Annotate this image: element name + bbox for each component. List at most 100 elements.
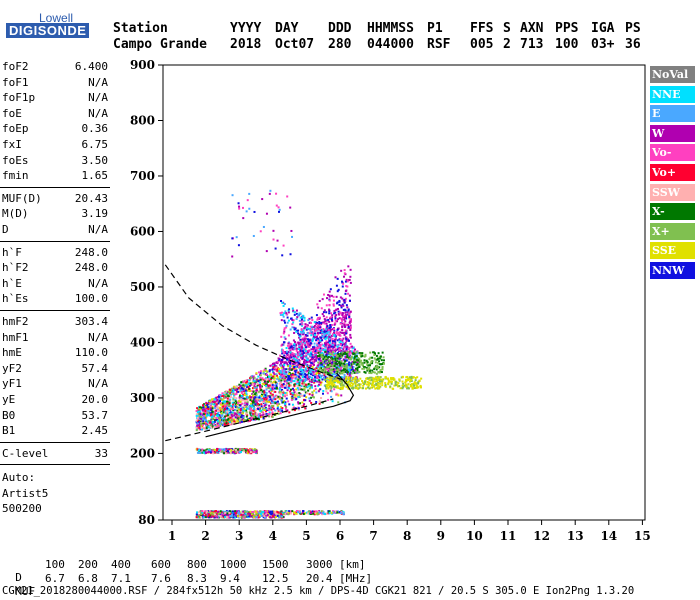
echo-point	[368, 376, 371, 379]
echo-point	[355, 371, 358, 374]
echo-point	[258, 408, 261, 411]
echo-point	[329, 330, 332, 333]
echo-point	[271, 416, 274, 419]
echo-point	[293, 344, 296, 347]
echo-point	[322, 293, 325, 296]
param-row: h`E N/A	[2, 277, 108, 291]
echo-point	[211, 398, 214, 401]
echo-point	[276, 407, 279, 410]
echo-point	[219, 448, 222, 451]
echo-point	[326, 365, 329, 368]
echo-point	[302, 355, 305, 358]
echo-point	[325, 319, 328, 322]
echo-point	[260, 403, 263, 406]
echo-point	[300, 385, 303, 388]
echo-point	[328, 334, 331, 337]
echo-point	[200, 415, 203, 418]
echo-point	[309, 325, 312, 328]
echo-point	[343, 272, 346, 275]
echo-point	[271, 368, 274, 371]
echo-point	[301, 323, 304, 326]
echo-point	[346, 373, 349, 376]
echo-point	[369, 382, 372, 385]
echo-point	[324, 346, 327, 349]
echo-point	[368, 381, 371, 384]
echo-point	[228, 395, 231, 398]
echo-point	[330, 350, 333, 353]
echo-point	[331, 320, 334, 323]
echo-point	[350, 372, 353, 375]
echo-point	[387, 381, 390, 384]
echo-point	[347, 348, 350, 351]
echo-point	[286, 353, 289, 356]
echo-point	[257, 516, 260, 519]
echo-point	[337, 387, 340, 390]
echo-point	[349, 268, 352, 271]
echo-point	[229, 408, 232, 411]
echo-point	[282, 366, 285, 369]
echo-point	[282, 391, 285, 394]
echo-point	[345, 285, 348, 288]
echo-point	[272, 398, 275, 401]
echo-point	[257, 418, 260, 421]
echo-point	[404, 378, 407, 381]
echo-point	[295, 309, 298, 312]
echo-point	[214, 402, 217, 405]
echo-point	[331, 351, 334, 354]
echo-point	[249, 510, 252, 513]
echo-point	[308, 393, 311, 396]
echo-point	[228, 451, 231, 454]
y-tick-label: 900	[130, 58, 155, 72]
echo-point	[239, 400, 242, 403]
echo-point	[293, 383, 296, 386]
echo-point	[293, 311, 296, 314]
echo-point	[242, 408, 245, 411]
echo-point	[283, 312, 286, 315]
echo-point	[234, 400, 237, 403]
echo-point	[305, 379, 308, 382]
echo-point	[270, 401, 273, 404]
echo-point	[299, 338, 302, 341]
echo-point	[350, 376, 353, 379]
echo-point	[215, 450, 218, 453]
echo-point	[315, 325, 318, 328]
echo-point	[253, 393, 256, 396]
echo-point	[372, 371, 375, 374]
echo-point	[290, 398, 293, 401]
echo-point	[270, 380, 273, 383]
echo-point	[354, 376, 357, 379]
echo-point	[304, 380, 307, 383]
echo-point	[235, 392, 238, 395]
echo-point	[301, 401, 304, 404]
echo-point	[280, 379, 283, 382]
echo-point	[341, 297, 344, 300]
echo-point	[350, 382, 353, 385]
echo-point	[334, 357, 337, 360]
echo-point	[261, 397, 264, 400]
echo-point	[329, 369, 332, 372]
echo-point	[217, 415, 220, 418]
echo-point	[308, 378, 311, 381]
echo-point	[339, 296, 342, 299]
echo-point	[210, 408, 213, 411]
echo-point	[205, 511, 208, 514]
echo-point	[213, 417, 216, 420]
echo-point	[293, 326, 296, 329]
echo-point	[305, 363, 308, 366]
echo-point	[277, 368, 280, 371]
echo-point	[315, 336, 318, 339]
echo-point	[321, 356, 324, 359]
echo-point	[346, 280, 349, 283]
echo-point	[284, 337, 287, 340]
echo-point	[272, 395, 275, 398]
echo-point	[259, 389, 262, 392]
echo-point	[346, 338, 349, 341]
echo-point	[271, 393, 274, 396]
y-tick-label: 400	[130, 335, 155, 349]
echo-point	[232, 451, 235, 454]
x-tick-label: 1	[168, 529, 176, 543]
echo-point	[331, 357, 334, 360]
echo-point	[315, 370, 318, 373]
echo-point	[225, 447, 228, 450]
echo-point	[220, 407, 223, 410]
